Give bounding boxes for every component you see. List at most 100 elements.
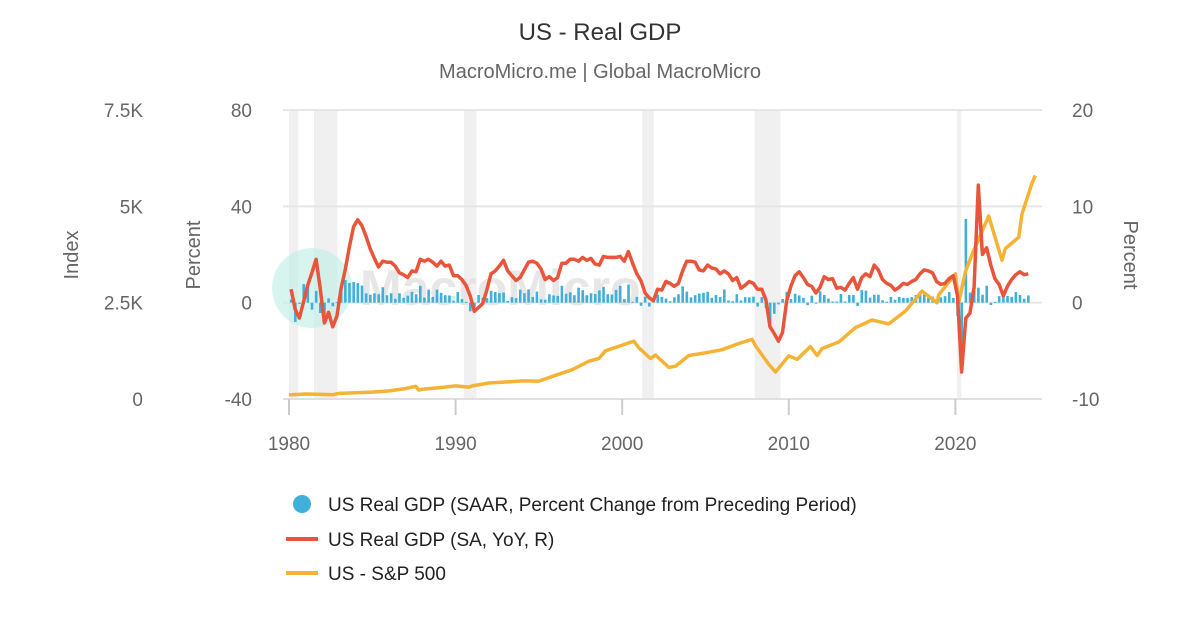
gdp-saar-bar bbox=[822, 294, 826, 303]
gdp-saar-bar bbox=[1014, 292, 1018, 303]
gdp-saar-bar bbox=[806, 302, 809, 306]
gdp-saar-bar bbox=[677, 294, 680, 303]
gdp-saar-bar bbox=[418, 285, 422, 303]
gdp-saar-bar bbox=[585, 295, 589, 303]
gdp-saar-bar bbox=[947, 292, 951, 303]
gdp-saar-bar bbox=[352, 281, 355, 303]
gdp-saar-bar bbox=[631, 301, 634, 303]
gdp-saar-bar bbox=[818, 291, 822, 303]
y-tick-label-index: 5K bbox=[120, 197, 144, 218]
gdp-saar-bar bbox=[827, 298, 830, 303]
gdp-saar-bar bbox=[614, 289, 618, 303]
axes: 1980 1990 2000 2010 202002.5K5K7.5K-4004080-… bbox=[104, 101, 1100, 455]
gdp-saar-bar bbox=[981, 294, 984, 303]
gdp-saar-bar bbox=[1022, 298, 1026, 303]
y-tick-label-percent-right: 10 bbox=[1072, 197, 1093, 218]
gdp-saar-bar bbox=[381, 287, 385, 303]
gdp-saar-bar bbox=[464, 301, 468, 303]
recession-band bbox=[463, 110, 477, 399]
gdp-saar-bar bbox=[369, 294, 372, 303]
gdp-saar-bar bbox=[668, 301, 672, 303]
gdp-saar-bar bbox=[589, 293, 593, 303]
gdp-saar-bar bbox=[689, 297, 693, 303]
gdp-saar-bar bbox=[752, 296, 755, 303]
gdp-saar-bar bbox=[593, 293, 597, 303]
gdp-saar-bar bbox=[314, 290, 318, 303]
gdp-saar-bar bbox=[656, 294, 659, 303]
legend-label: US Real GDP (SAAR, Percent Change from P… bbox=[328, 495, 857, 516]
gdp-saar-bar bbox=[423, 297, 426, 303]
gdp-saar-bar bbox=[598, 290, 601, 303]
gdp-saar-bar bbox=[410, 291, 414, 303]
gdp-saar-bar bbox=[643, 296, 647, 303]
gdp-saar-bar bbox=[406, 295, 410, 303]
gdp-saar-bar bbox=[306, 283, 310, 303]
gdp-saar-bar bbox=[997, 296, 1001, 303]
gdp-saar-bar bbox=[543, 299, 547, 303]
gdp-saar-bar bbox=[864, 290, 868, 303]
gdp-saar-bar bbox=[373, 293, 376, 303]
gdp-saar-bar bbox=[439, 292, 443, 303]
gdp-saar-bar bbox=[660, 296, 664, 303]
gdp-saar-bar bbox=[489, 290, 493, 303]
gdp-saar-bar bbox=[885, 301, 889, 303]
gdp-saar-bar bbox=[435, 289, 439, 303]
gdp-saar-bar bbox=[564, 293, 568, 303]
gdp-saar-bar bbox=[760, 297, 764, 303]
gdp-saar-bar bbox=[385, 295, 389, 303]
gdp-saar-bar bbox=[714, 294, 718, 303]
gdp-saar-bar bbox=[706, 291, 709, 303]
gdp-saar-bar bbox=[377, 294, 380, 303]
recession-bands bbox=[289, 110, 962, 399]
gdp-saar-bar bbox=[485, 298, 489, 303]
gdp-saar-bar bbox=[518, 289, 522, 303]
gdp-saar-bar bbox=[498, 293, 501, 303]
gdp-saar-bar bbox=[943, 296, 947, 303]
legend-item-gdp-yoy[interactable]: US Real GDP (SA, YoY, R) bbox=[286, 530, 554, 551]
legend-label: US - S&P 500 bbox=[328, 564, 446, 585]
gdp-saar-bar bbox=[1027, 295, 1030, 303]
legend-marker-line-icon bbox=[286, 537, 318, 541]
x-tick-label: 1990 bbox=[434, 434, 476, 455]
sp500-line bbox=[288, 174, 1037, 397]
gdp-saar-bar bbox=[756, 302, 759, 307]
gdp-saar-bar bbox=[344, 280, 347, 303]
gdp-saar-bar bbox=[968, 292, 972, 303]
legend-item-gdp-saar[interactable]: US Real GDP (SAAR, Percent Change from P… bbox=[293, 495, 857, 516]
gdp-saar-bar bbox=[797, 295, 801, 303]
gdp-saar-bar bbox=[718, 297, 722, 303]
y-tick-label-index: 0 bbox=[132, 390, 143, 411]
gdp-saar-bar bbox=[1006, 295, 1009, 303]
gdp-saar-bar bbox=[727, 300, 730, 303]
gdp-saar-bar bbox=[581, 290, 585, 303]
gdp-saar-bar bbox=[664, 298, 668, 303]
gdp-saar-bar bbox=[939, 297, 943, 303]
legend: US Real GDP (SAAR, Percent Change from P… bbox=[286, 495, 857, 585]
gdp-saar-bar bbox=[989, 302, 993, 306]
x-tick-label: 2000 bbox=[601, 434, 643, 455]
axis-title-percent-right: Percent bbox=[1119, 221, 1141, 290]
gdp-saar-bar bbox=[906, 297, 909, 303]
watermark: MacroMicro bbox=[272, 248, 641, 328]
gdp-saar-bar bbox=[394, 298, 397, 303]
gdp-saar-bar bbox=[452, 300, 455, 303]
gdp-saar-bar bbox=[902, 297, 905, 303]
y-tick-label-percent-left: 40 bbox=[231, 197, 252, 218]
x-tick-label: 2020 bbox=[934, 434, 976, 455]
gdp-saar-bar bbox=[789, 299, 793, 303]
gdp-saar-bar bbox=[623, 299, 626, 303]
gdp-saar-bar bbox=[847, 294, 851, 303]
gdp-saar-bar bbox=[918, 291, 922, 303]
gdp-saar-bar bbox=[922, 294, 926, 303]
gdp-saar-bar bbox=[577, 287, 580, 303]
legend-item-sp500[interactable]: US - S&P 500 bbox=[286, 564, 446, 585]
y-tick-label-index: 2.5K bbox=[104, 294, 143, 315]
gdp-saar-bar bbox=[710, 297, 714, 303]
gdp-saar-bar bbox=[535, 291, 539, 303]
gdp-saar-bar bbox=[681, 286, 684, 303]
gdp-saar-bar bbox=[993, 301, 997, 303]
gdp-saar-bar bbox=[793, 293, 797, 303]
gdp-saar-bar bbox=[531, 296, 535, 303]
recession-band bbox=[642, 110, 654, 399]
gdp-saar-bar bbox=[685, 291, 689, 303]
